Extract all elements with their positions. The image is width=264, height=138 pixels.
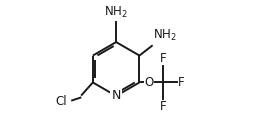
Text: NH$_2$: NH$_2$ xyxy=(104,5,128,20)
Text: O: O xyxy=(144,76,154,89)
Text: N: N xyxy=(111,89,121,102)
Text: Cl: Cl xyxy=(55,95,67,108)
Text: F: F xyxy=(159,100,166,113)
Text: NH$_2$: NH$_2$ xyxy=(153,28,177,43)
Text: F: F xyxy=(159,51,166,65)
Text: F: F xyxy=(178,76,185,89)
